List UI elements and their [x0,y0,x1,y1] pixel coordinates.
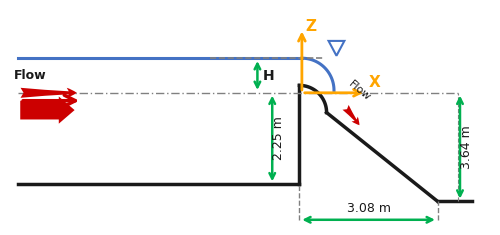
Text: 3.64 m: 3.64 m [460,125,473,169]
Text: Flow: Flow [346,79,372,103]
Text: 2.25 m: 2.25 m [272,117,284,161]
Text: Flow: Flow [14,69,46,82]
FancyArrow shape [20,97,74,124]
Text: X: X [368,75,380,90]
Text: 3.08 m: 3.08 m [346,202,391,215]
Text: Z: Z [306,19,316,34]
Text: H: H [262,68,274,82]
